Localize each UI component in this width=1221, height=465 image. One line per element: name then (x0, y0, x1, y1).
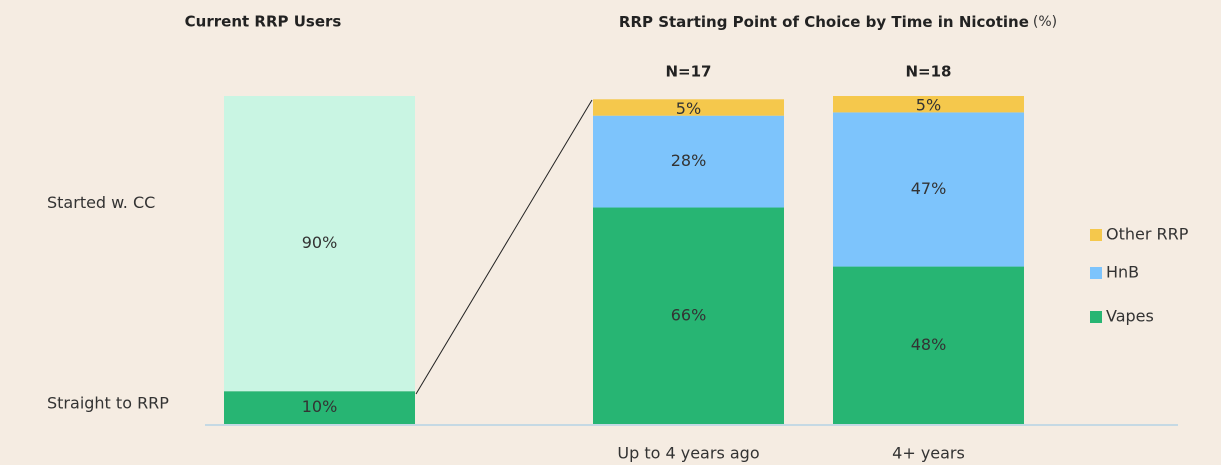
bar-segment (833, 112, 1024, 267)
bar-segment (833, 266, 1024, 424)
bar-segment (833, 96, 1024, 113)
legend-label: Other RRP (1106, 225, 1189, 244)
chart-title: Current RRP Users (185, 13, 342, 31)
bar-segment (224, 391, 415, 424)
segment-name: Straight to RRP (47, 394, 169, 413)
legend-swatch (1090, 229, 1102, 241)
legend-swatch (1090, 311, 1102, 323)
x-tick-label: Up to 4 years ago (617, 444, 759, 463)
legend-label: HnB (1106, 263, 1139, 282)
chart-title: RRP Starting Point of Choice by Time in … (619, 13, 1029, 31)
data-label: 5% (916, 96, 941, 115)
data-label: 66% (671, 305, 707, 324)
unit: (%) (1033, 14, 1057, 30)
bar-segment (593, 115, 784, 208)
x-tick-label: 4+ years (892, 444, 965, 463)
legend-label: Vapes (1106, 307, 1154, 326)
chart-title-group: RRP Starting Point of Choice by Time in … (619, 13, 1057, 31)
data-label: 48% (911, 335, 947, 354)
segment-name: Started w. CC (47, 193, 155, 212)
legend-swatch (1090, 267, 1102, 279)
bar-segment (593, 99, 784, 116)
data-label: 10% (302, 397, 338, 416)
bar-segment (593, 207, 784, 424)
connector-line (415, 99, 593, 395)
data-label: 90% (302, 233, 338, 252)
data-label: 47% (911, 179, 947, 198)
annotation: N=18 (906, 63, 952, 81)
annotation: N=17 (666, 63, 712, 81)
bar-segment (224, 96, 415, 392)
data-label: 28% (671, 151, 707, 170)
data-label: 5% (676, 99, 701, 118)
